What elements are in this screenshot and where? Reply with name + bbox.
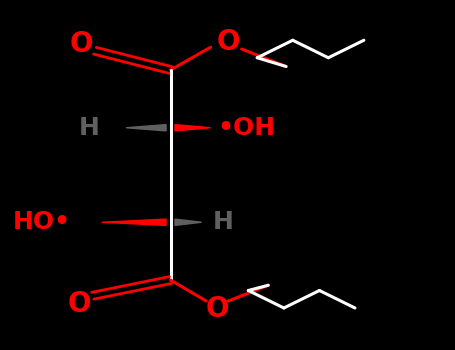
Polygon shape — [175, 219, 202, 225]
Polygon shape — [175, 125, 211, 131]
Text: H: H — [79, 116, 99, 140]
Text: •OH: •OH — [217, 116, 275, 140]
Text: O: O — [206, 295, 229, 323]
Text: O: O — [217, 28, 240, 56]
Polygon shape — [126, 125, 166, 131]
Polygon shape — [101, 219, 166, 225]
Text: O: O — [70, 30, 93, 58]
Text: HO•: HO• — [12, 210, 71, 234]
Text: H: H — [213, 210, 233, 234]
Text: O: O — [68, 290, 91, 318]
